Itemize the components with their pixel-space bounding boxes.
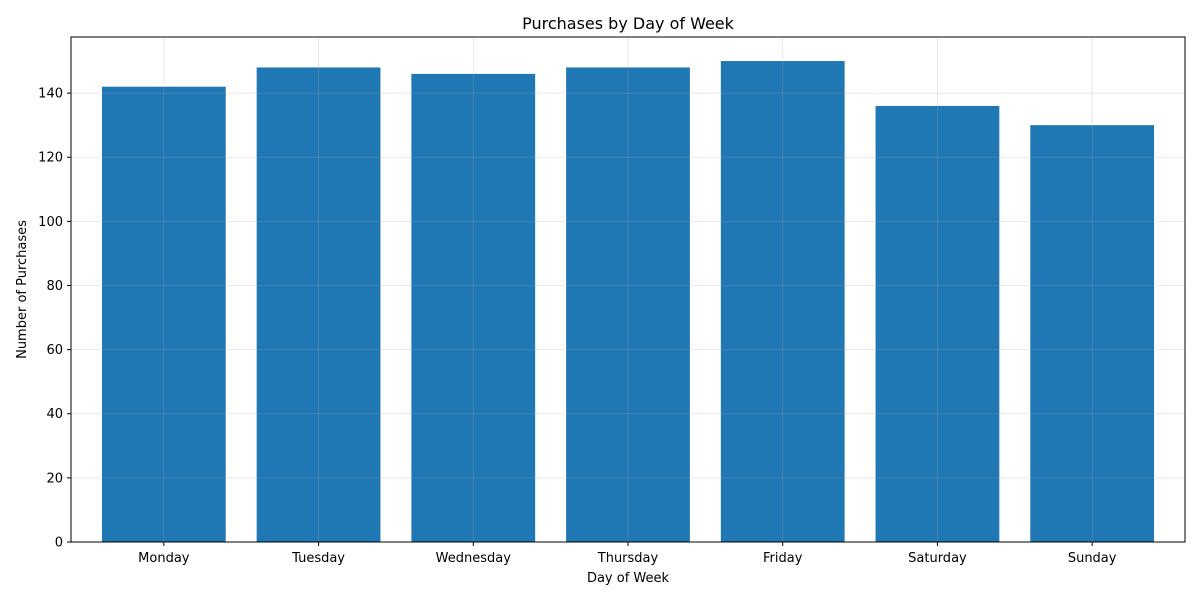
chart-title: Purchases by Day of Week [522, 14, 735, 33]
x-tick-label-wednesday: Wednesday [436, 551, 512, 566]
bar-thursday [566, 67, 690, 542]
y-axis-label: Number of Purchases [15, 220, 30, 359]
bar-tuesday [256, 67, 381, 542]
y-tick-label: 120 [38, 151, 63, 166]
bar-sunday [1030, 125, 1155, 542]
bar-layer [101, 61, 1155, 543]
y-tick-label: 40 [46, 407, 63, 422]
y-tick-label: 60 [46, 343, 63, 358]
bar-wednesday [411, 73, 536, 542]
bar-friday [720, 61, 845, 543]
x-axis-label: Day of Week [587, 571, 670, 586]
bar-monday [101, 86, 226, 542]
x-tick-label-tuesday: Tuesday [291, 551, 345, 566]
y-tick-label: 100 [38, 215, 63, 230]
x-tick-label-sunday: Sunday [1068, 551, 1117, 566]
x-axis-ticks: Monday Tuesday Wednesday Thursday Friday Satu… [138, 542, 1117, 566]
y-tick-label: 0 [55, 536, 63, 551]
y-tick-label: 20 [46, 471, 63, 486]
y-tick-label: 140 [38, 87, 63, 102]
x-tick-label-thursday: Thursday [597, 551, 659, 566]
bar-saturday [875, 105, 1000, 542]
grid-over-layer [71, 37, 1185, 543]
y-axis-ticks: 0 20 40 60 80 100 120 140 [38, 87, 71, 551]
x-tick-label-monday: Monday [138, 551, 190, 566]
y-tick-label: 80 [46, 279, 63, 294]
x-tick-label-friday: Friday [763, 551, 803, 566]
x-tick-label-saturday: Saturday [908, 551, 967, 566]
